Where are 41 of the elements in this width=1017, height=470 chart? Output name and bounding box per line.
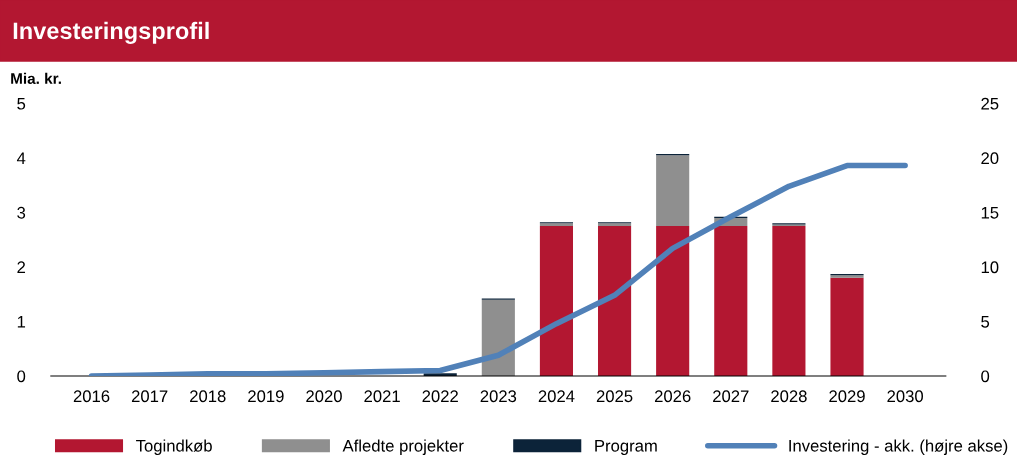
x-tick-label: 2022 [422, 390, 458, 403]
legend-label: Investering - akk. (højre akse) [789, 439, 1008, 455]
y2-tick-label: 25 [981, 97, 999, 110]
bar [772, 226, 806, 376]
x-tick-label: 2023 [480, 390, 517, 403]
x-tick-label: 2019 [248, 390, 284, 403]
bar [830, 277, 864, 376]
x-tick-label: 2026 [654, 390, 691, 403]
legend-label: Program [595, 440, 657, 455]
legend-label: Togindkøb [136, 439, 212, 455]
x-tick-label: 2020 [306, 390, 342, 403]
legend-label: Afledte projekter [342, 439, 464, 455]
bar [598, 226, 632, 376]
x-tick-label: 2028 [771, 390, 807, 403]
bar [656, 226, 690, 376]
y-tick-label: 3 [17, 206, 26, 219]
y-tick-label: 1 [17, 316, 26, 328]
bar [714, 226, 748, 376]
x-tick-label: 2029 [829, 390, 865, 403]
x-tick-label: 2030 [887, 390, 924, 403]
x-tick-label: 2021 [364, 390, 400, 403]
x-tick-label: 2027 [713, 390, 749, 403]
x-tick-label: 2025 [596, 390, 633, 403]
y-tick-label: 5 [17, 97, 26, 110]
y2-tick-label: 15 [981, 207, 999, 219]
x-tick-label: 2024 [538, 390, 575, 403]
chart-title: Investeringsprofil [13, 21, 209, 44]
y2-tick-label: 0 [981, 370, 990, 383]
y-tick-label: 4 [16, 152, 26, 164]
y2-tick-label: 20 [981, 152, 999, 165]
bar [656, 155, 690, 227]
bar [539, 226, 574, 376]
y2-tick-label: 10 [981, 261, 999, 274]
y-axis-title: Mia. kr. [11, 72, 61, 84]
bar [481, 299, 515, 376]
x-tick-label: 2016 [73, 390, 110, 403]
y2-tick-label: 5 [981, 316, 990, 328]
x-tick-label: 2017 [131, 390, 168, 403]
y-tick-label: 2 [17, 261, 26, 273]
x-tick-label: 2018 [190, 390, 226, 403]
y-tick-label: 0 [17, 370, 26, 383]
